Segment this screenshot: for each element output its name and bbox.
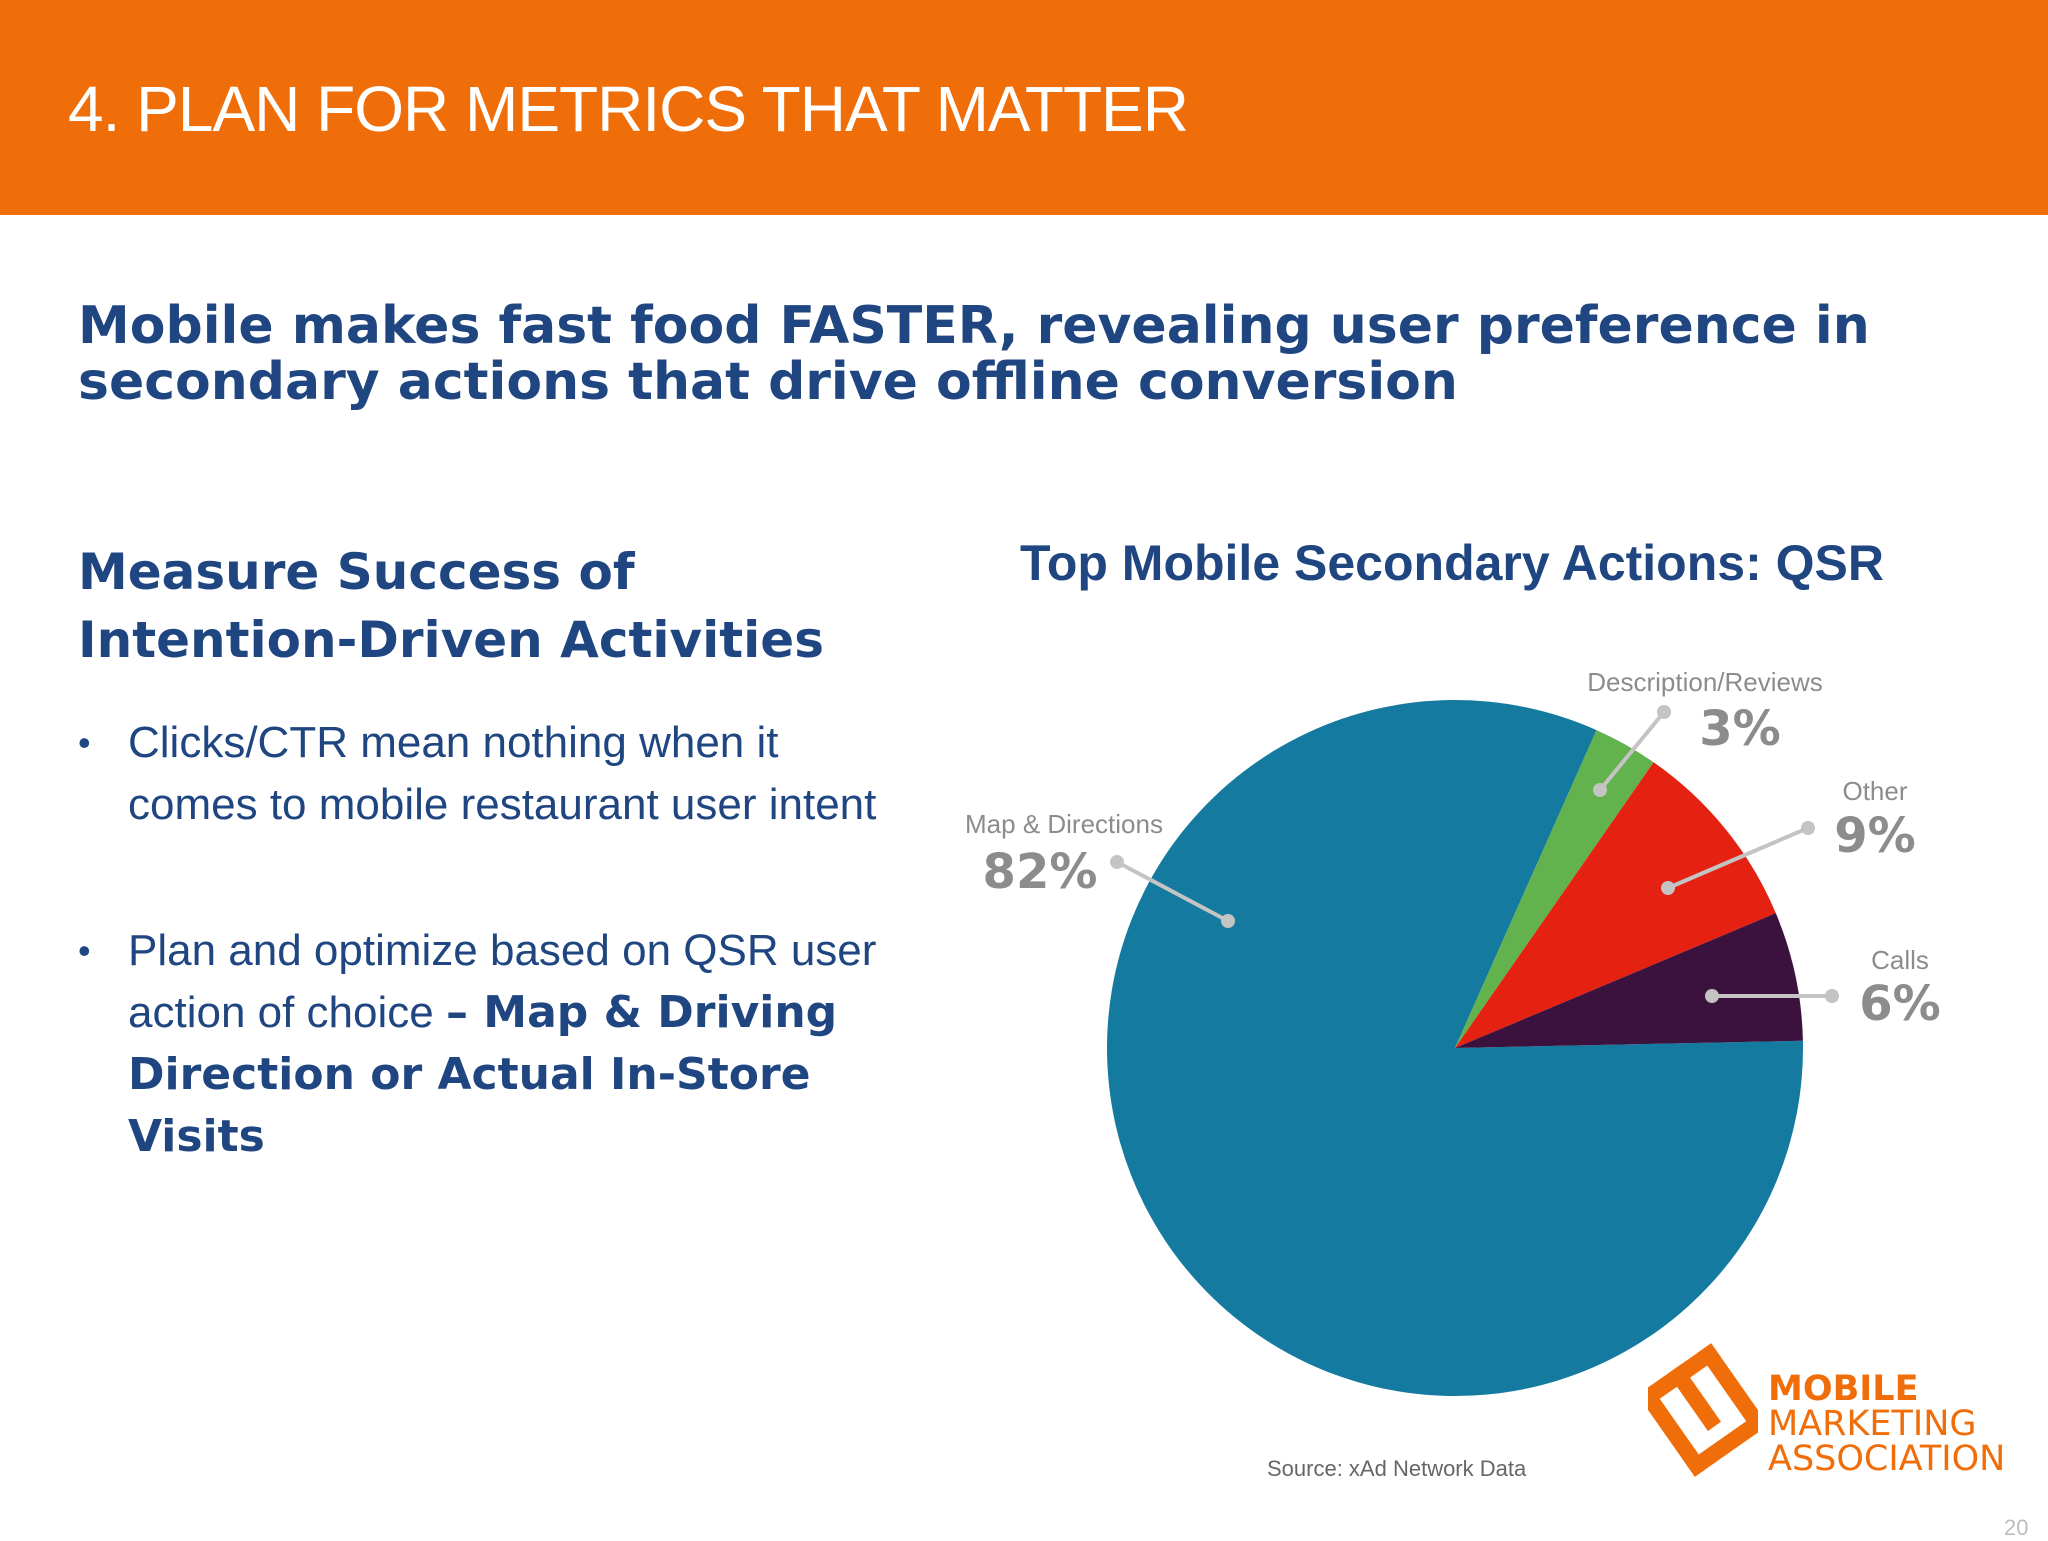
bullet-dot-icon: • (78, 930, 91, 971)
section-heading-line-1: Measure Success of (78, 543, 635, 601)
logo-line-2: MARKETING (1768, 1404, 1977, 1444)
logo-line-3: ASSOCIATION (1768, 1439, 2006, 1479)
leader-line-description-reviews (1598, 710, 1666, 792)
bullet-bold-text: – Map & Driving Direction or Actual In-S… (128, 987, 838, 1162)
leader-dot-calls (1705, 989, 1719, 1003)
slice-label-map-directions: Map & Directions (965, 809, 1163, 839)
leader-dot-other (1801, 821, 1815, 835)
bullet-dot-icon: • (78, 722, 91, 763)
bullet-item-clicks: • Clicks/CTR mean nothing when it comes … (78, 712, 878, 836)
subtitle-line-1: Mobile makes fast food FASTER, revealing… (78, 296, 1870, 356)
leader-line-other (1667, 826, 1809, 890)
section-heading: Measure Success of Intention-Driven Acti… (78, 538, 898, 674)
bullet-list: • Clicks/CTR mean nothing when it comes … (78, 712, 878, 1168)
source-note: Source: xAd Network Data (1267, 1456, 1527, 1481)
section-heading-line-2: Intention-Driven Activities (78, 611, 824, 669)
bullet-item-plan: • Plan and optimize based on QSR user ac… (78, 920, 878, 1168)
slice-value-map-directions: 82% (983, 844, 1098, 900)
slide-title: 4. PLAN FOR METRICS THAT MATTER (68, 73, 1189, 145)
logo-line-1: MOBILE (1768, 1369, 1919, 1409)
leader-dot-description-reviews (1593, 783, 1607, 797)
leader-dot-other (1661, 881, 1675, 895)
slice-label-description-reviews: Description/Reviews (1587, 667, 1823, 697)
slice-value-other: 9% (1834, 808, 1916, 864)
bullet-text: Clicks/CTR mean nothing when it comes to… (128, 718, 877, 829)
bullet-text: Plan and optimize based on QSR user acti… (128, 926, 877, 1037)
leader-dot-map-directions (1221, 914, 1235, 928)
leader-line-map-directions (1116, 860, 1229, 923)
subtitle-line-2: secondary actions that drive offline con… (78, 352, 1458, 412)
slice-label-other: Other (1842, 776, 1907, 806)
leader-dot-description-reviews (1657, 705, 1671, 719)
leader-dot-map-directions (1110, 855, 1124, 869)
page-number: 20 (2004, 1515, 2029, 1540)
leader-dot-calls (1825, 989, 1839, 1003)
mma-logo-icon (1648, 1343, 1758, 1477)
chart-title: Top Mobile Secondary Actions: QSR (1020, 535, 1884, 591)
slice-value-description-reviews: 3% (1699, 701, 1781, 757)
slide-subtitle: Mobile makes fast food FASTER, revealing… (78, 298, 1958, 410)
slice-label-calls: Calls (1871, 945, 1929, 975)
pie-slice-description-reviews (1455, 730, 1654, 1048)
pie-slice-calls (1455, 913, 1803, 1048)
mma-logo-text: MOBILE MARKETING ASSOCIATION (1768, 1372, 2005, 1477)
pie-slice-map-directions (1107, 700, 1803, 1397)
pie-slice-other (1455, 762, 1776, 1048)
title-bar: 4. PLAN FOR METRICS THAT MATTER (0, 0, 2048, 215)
slice-value-calls: 6% (1859, 976, 1941, 1032)
